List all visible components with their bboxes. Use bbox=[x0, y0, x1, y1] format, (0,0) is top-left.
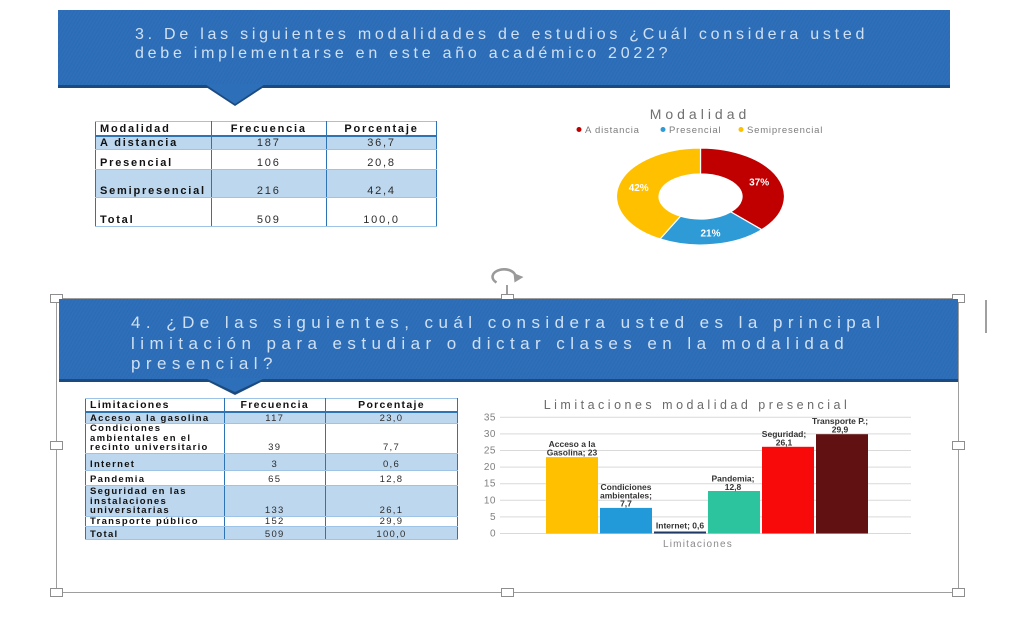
svg-text:42%: 42% bbox=[629, 183, 649, 194]
svg-text:Presencial: Presencial bbox=[669, 125, 721, 136]
svg-text:Limitaciones modalidad presenc: Limitaciones modalidad presencial bbox=[544, 398, 851, 412]
svg-text:5: 5 bbox=[490, 512, 496, 523]
svg-text:Transporte P.;: Transporte P.; bbox=[812, 416, 868, 426]
svg-text:Internet; 0,6: Internet; 0,6 bbox=[656, 521, 704, 531]
svg-text:A distancia: A distancia bbox=[585, 125, 640, 136]
svg-text:Seguridad;: Seguridad; bbox=[762, 429, 807, 439]
svg-text:20: 20 bbox=[484, 462, 496, 473]
svg-text:Acceso a la: Acceso a la bbox=[549, 439, 596, 449]
svg-text:Pandemia;: Pandemia; bbox=[712, 474, 755, 484]
svg-text:12,8: 12,8 bbox=[725, 482, 742, 492]
svg-text:Gasolina; 23: Gasolina; 23 bbox=[547, 448, 598, 458]
svg-text:21%: 21% bbox=[700, 228, 720, 239]
svg-text:ambientales;: ambientales; bbox=[600, 490, 652, 500]
svg-text:25: 25 bbox=[484, 446, 496, 457]
svg-text:37%: 37% bbox=[749, 177, 769, 188]
svg-text:Modalidad: Modalidad bbox=[650, 106, 751, 122]
svg-text:0: 0 bbox=[490, 529, 496, 540]
svg-text:Limitaciones: Limitaciones bbox=[663, 539, 733, 550]
svg-text:15: 15 bbox=[484, 479, 496, 490]
svg-text:26,1: 26,1 bbox=[776, 438, 793, 448]
svg-text:Condiciones: Condiciones bbox=[600, 482, 651, 492]
svg-text:7,7: 7,7 bbox=[620, 499, 632, 509]
svg-text:10: 10 bbox=[484, 495, 496, 506]
svg-text:30: 30 bbox=[484, 429, 496, 440]
svg-text:35: 35 bbox=[484, 412, 496, 423]
svg-text:Semipresencial: Semipresencial bbox=[747, 125, 823, 136]
svg-text:29,9: 29,9 bbox=[832, 425, 849, 435]
